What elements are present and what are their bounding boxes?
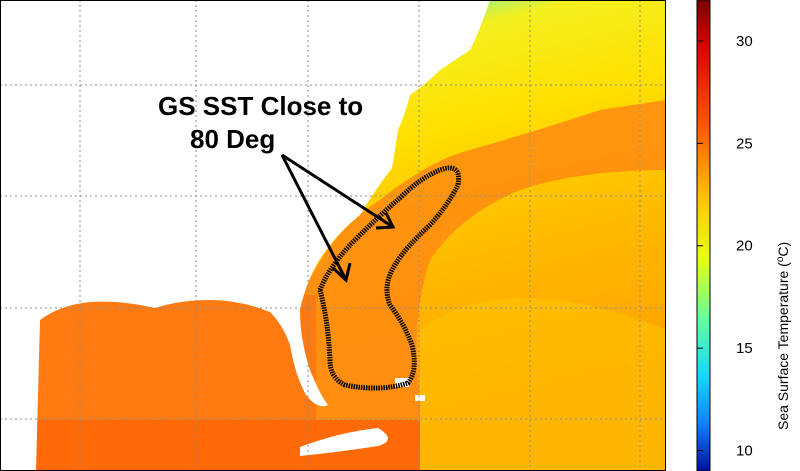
- gulf-stream-warm-region: [300, 100, 666, 471]
- colorbar-label: Sea Surface Temperature (oC): [775, 242, 792, 430]
- colorbar-label-unit: C): [775, 242, 791, 257]
- colorbar-gradient: [696, 0, 711, 471]
- colorbar-ticks: 30 25 20 15 10: [697, 33, 753, 460]
- colorbar-tick-label: 20: [736, 238, 753, 255]
- annotation-line-1: GS SST Close to: [158, 91, 363, 121]
- caribbean-sea: [36, 420, 420, 471]
- cuba-island: [300, 428, 388, 456]
- sargasso-warm-region: [420, 298, 666, 471]
- map-panel: [0, 0, 666, 471]
- colorbar-label-main: Sea Surface Temperature (: [775, 262, 791, 430]
- colorbar-label-degree: o: [775, 256, 786, 262]
- annotation-arrows: [280, 153, 396, 283]
- colorbar-tick-label: 15: [736, 340, 753, 357]
- north-america-land: [0, 0, 490, 471]
- bahamas-islands-2: [415, 395, 425, 401]
- colorbar: 30 25 20 15 10 Sea Surface Temperature (oC): [696, 0, 792, 471]
- annotation-line-2: 80 Deg: [190, 124, 275, 154]
- colorbar-tick-label: 10: [736, 443, 753, 460]
- sst-80-degree-contour: [317, 165, 462, 391]
- colorbar-tick-label: 25: [736, 135, 753, 152]
- colorbar-tick-label: 30: [736, 33, 753, 50]
- bahamas-islands: [395, 378, 409, 387]
